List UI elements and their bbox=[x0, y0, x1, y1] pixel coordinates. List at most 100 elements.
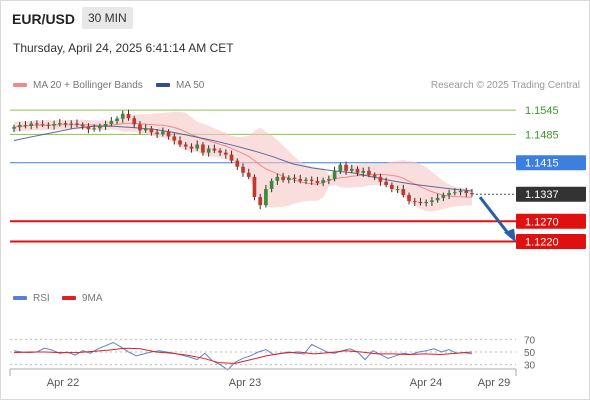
candle-body bbox=[246, 172, 251, 177]
legend-ma9: 9MA bbox=[62, 293, 103, 304]
candle-body bbox=[155, 132, 159, 135]
candle-body bbox=[195, 144, 200, 149]
candle-body bbox=[57, 123, 62, 125]
forecast-arrow bbox=[478, 196, 511, 236]
level-label-bg-support-2 bbox=[516, 234, 586, 250]
candle-body bbox=[172, 136, 177, 141]
x-tick-label: Apr 23 bbox=[229, 377, 261, 389]
candle-body bbox=[126, 113, 131, 119]
candle-body bbox=[201, 144, 205, 153]
candle-body bbox=[223, 152, 228, 155]
legend-rsi: RSI bbox=[13, 293, 50, 304]
ma20-swatch bbox=[13, 83, 27, 88]
candle-body bbox=[332, 170, 337, 179]
level-label-resistance-2: 1.1545 bbox=[525, 105, 559, 117]
candle-body bbox=[355, 168, 360, 173]
candle-body bbox=[269, 180, 274, 189]
candle-body bbox=[378, 176, 383, 182]
bollinger-band bbox=[14, 111, 472, 212]
level-label-bg-pivot bbox=[516, 155, 586, 171]
candle-body bbox=[344, 164, 348, 171]
level-label-support-1: 1.1270 bbox=[525, 216, 559, 228]
ma50-swatch bbox=[156, 83, 170, 88]
candle-body bbox=[418, 201, 423, 204]
candle-body bbox=[183, 144, 188, 147]
level-label-bg-last-price bbox=[516, 186, 586, 202]
candle-body bbox=[40, 124, 45, 126]
candle-body bbox=[103, 123, 108, 126]
rsi-ma9-line bbox=[13, 347, 473, 364]
candle-body bbox=[470, 193, 474, 195]
candle-body bbox=[435, 197, 440, 201]
candle-body bbox=[29, 123, 34, 126]
level-label-resistance-1: 1.1485 bbox=[525, 129, 559, 141]
ma20-line bbox=[13, 122, 472, 198]
candle-body bbox=[390, 184, 394, 189]
rsi-swatch bbox=[13, 296, 27, 301]
candle-body bbox=[149, 128, 154, 133]
chart-header: EUR/USD 30 MIN bbox=[0, 0, 590, 36]
legend-ma20: MA 20 + Bollinger Bands bbox=[13, 80, 143, 91]
candle-body bbox=[464, 191, 469, 194]
ma20-label: MA 20 + Bollinger Bands bbox=[33, 80, 143, 91]
candle-body bbox=[407, 195, 411, 202]
candle-body bbox=[447, 193, 451, 196]
candle-body bbox=[292, 177, 297, 179]
candle-body bbox=[401, 188, 406, 196]
candle-body bbox=[69, 123, 74, 125]
candle-body bbox=[46, 124, 51, 126]
candle-body bbox=[143, 128, 148, 131]
x-tick-label: Apr 29 bbox=[478, 377, 510, 389]
candle-body bbox=[178, 140, 182, 145]
candle-body bbox=[338, 164, 343, 171]
candle-body bbox=[395, 188, 400, 190]
candle-body bbox=[441, 195, 446, 198]
candle-body bbox=[258, 197, 263, 206]
candle-body bbox=[120, 113, 125, 119]
candle-body bbox=[35, 123, 39, 125]
candle-body bbox=[138, 124, 142, 131]
candle-body bbox=[166, 131, 171, 137]
level-label-support-2: 1.1220 bbox=[525, 237, 559, 249]
candle-body bbox=[309, 179, 314, 181]
level-label-pivot: 1.1415 bbox=[525, 158, 559, 170]
x-tick-label: Apr 22 bbox=[47, 377, 79, 389]
candle-body bbox=[349, 168, 354, 171]
rsi-tick-label: 50 bbox=[524, 348, 536, 359]
candle-body bbox=[161, 131, 165, 135]
candle-body bbox=[86, 126, 91, 130]
candle-body bbox=[132, 118, 137, 125]
candle-body bbox=[315, 180, 320, 183]
candle-body bbox=[281, 176, 285, 181]
rsi-tick-label: 70 bbox=[524, 335, 536, 346]
candle-body bbox=[80, 124, 85, 127]
forecast-arrow-head bbox=[504, 228, 516, 243]
candle-body bbox=[298, 178, 303, 181]
candle-body bbox=[63, 123, 68, 125]
candle-body bbox=[212, 148, 217, 151]
candle-body bbox=[52, 123, 56, 126]
rsi-line bbox=[13, 341, 473, 371]
candle-body bbox=[12, 127, 16, 129]
candle-body bbox=[109, 121, 114, 124]
candle-body bbox=[361, 170, 366, 173]
ma50-label: MA 50 bbox=[176, 80, 205, 91]
candle-body bbox=[115, 118, 119, 122]
ma9-label: 9MA bbox=[82, 293, 103, 304]
candle-body bbox=[229, 154, 234, 161]
ma9-swatch bbox=[62, 296, 76, 301]
candle-body bbox=[424, 201, 429, 204]
timeframe-badge[interactable]: 30 MIN bbox=[82, 7, 133, 29]
candle-body bbox=[452, 192, 457, 194]
candle-body bbox=[241, 166, 245, 173]
chart-datetime: Thursday, April 24, 2025 6:41:14 AM CET bbox=[13, 41, 234, 55]
rsi-label: RSI bbox=[33, 293, 50, 304]
candle-body bbox=[264, 188, 268, 206]
level-label-bg-support-1 bbox=[516, 213, 586, 229]
candle-body bbox=[327, 178, 331, 181]
candle-body bbox=[304, 179, 308, 181]
candle-body bbox=[206, 148, 211, 153]
candle-body bbox=[412, 201, 417, 203]
x-tick-label: Apr 24 bbox=[410, 377, 442, 389]
